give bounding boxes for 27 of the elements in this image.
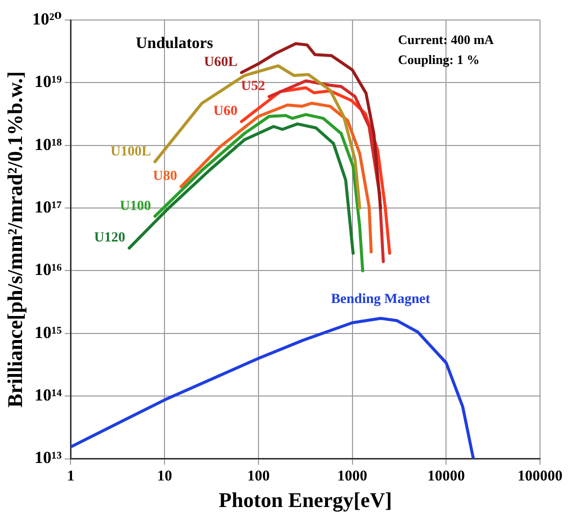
series-label: U120: [94, 230, 126, 246]
x-tick-label: 10: [157, 468, 172, 485]
x-tick-label: 1000: [337, 468, 368, 485]
x-tick-label: 10000: [427, 468, 465, 485]
y-tick-label: 10¹⁶: [34, 260, 62, 280]
series-label: U100L: [110, 144, 151, 160]
y-tick-label: 10¹³: [34, 448, 62, 468]
x-tick-label: 100000: [518, 468, 562, 485]
x-axis-title: Photon Energy[eV]: [218, 488, 392, 512]
y-tick-label: 10¹⁸: [34, 134, 62, 154]
annotation: Current: 400 mA: [398, 32, 494, 47]
series-label: U80: [152, 169, 178, 184]
x-tick-label: 1: [66, 468, 74, 485]
y-tick-label: 10¹⁵: [34, 322, 62, 342]
y-tick-label: 10¹⁹: [34, 72, 62, 92]
series-label: Bending Magnet: [330, 292, 430, 307]
annotation: Undulators: [136, 35, 214, 52]
series-label: U60: [213, 104, 238, 120]
y-tick-label: 10¹⁷: [34, 197, 62, 216]
series-label: U100: [120, 198, 151, 214]
series-label: U52: [241, 79, 266, 94]
y-tick-label: 10²⁰: [32, 9, 62, 28]
series-label: U60L: [204, 55, 238, 70]
annotation: Coupling: 1 %: [398, 52, 480, 67]
y-tick-label: 10¹⁴: [34, 386, 62, 405]
x-tick-label: 100: [247, 468, 270, 485]
y-axis-title: Brilliance[ph/s/mm²/mrad²/0.1%b.w.]: [3, 71, 28, 408]
